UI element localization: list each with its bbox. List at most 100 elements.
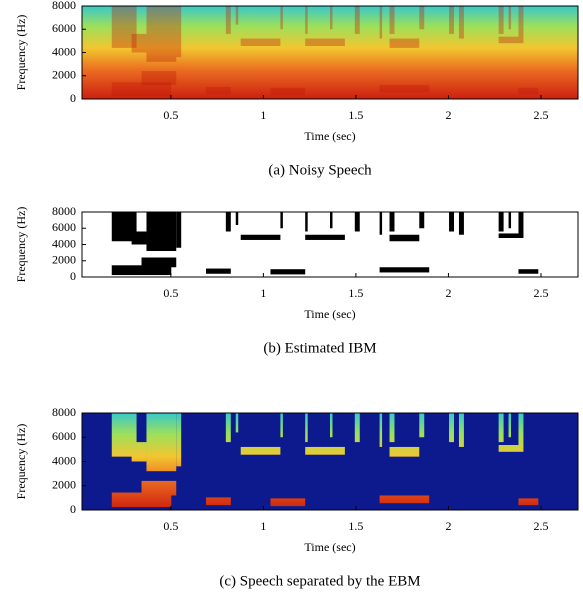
x-tick-label: 1 — [260, 519, 266, 533]
blob — [518, 6, 524, 44]
blob — [389, 413, 395, 443]
blob — [131, 231, 147, 245]
blob — [518, 413, 524, 452]
blob — [240, 446, 281, 455]
blob — [354, 212, 360, 232]
x-tick-label: 1.5 — [348, 108, 363, 122]
x-tick-label: 1.5 — [348, 519, 363, 533]
y-tick-label: 0 — [70, 91, 76, 105]
blob — [280, 413, 283, 438]
blob — [518, 498, 539, 506]
blob — [389, 212, 395, 232]
y-tick-label: 4000 — [52, 236, 76, 250]
blob — [379, 413, 383, 447]
blob — [206, 268, 231, 274]
blob — [354, 413, 360, 443]
blob — [206, 497, 231, 506]
blob — [206, 86, 231, 95]
blob — [508, 212, 512, 229]
blob — [111, 265, 172, 276]
x-tick-label: 1 — [260, 108, 266, 122]
blob — [235, 6, 239, 25]
y-tick-label: 2000 — [52, 68, 76, 82]
y-tick-label: 8000 — [52, 0, 76, 12]
blob — [419, 6, 425, 30]
caption: (c) Speech separated by the EBM — [219, 573, 420, 589]
blob — [305, 234, 345, 240]
y-tick-label: 6000 — [52, 220, 76, 234]
blob — [280, 6, 283, 30]
blob — [498, 6, 504, 34]
blob — [330, 413, 333, 438]
y-tick-label: 2000 — [52, 253, 76, 267]
blob — [270, 498, 306, 507]
y-tick-label: 6000 — [52, 21, 76, 35]
blob — [330, 6, 333, 30]
caption: (b) Estimated IBM — [263, 340, 376, 356]
blob — [458, 212, 464, 235]
blob — [379, 6, 383, 39]
x-axis-label: Time (sec) — [304, 307, 355, 321]
blob — [354, 6, 360, 34]
blob — [389, 446, 420, 457]
blob — [225, 212, 231, 232]
blob — [498, 413, 504, 443]
y-tick-label: 8000 — [52, 204, 76, 218]
blob — [449, 413, 454, 443]
plot-image — [82, 413, 578, 510]
blob — [379, 495, 430, 504]
blob — [498, 233, 519, 238]
x-tick-label: 2.5 — [533, 519, 548, 533]
blob — [419, 413, 425, 438]
blob — [305, 446, 345, 455]
blob — [389, 234, 420, 242]
y-axis-label: Frequency (Hz) — [14, 15, 28, 91]
blob — [141, 257, 177, 268]
blob — [518, 269, 539, 274]
y-tick-label: 4000 — [52, 44, 76, 58]
blob — [379, 267, 430, 273]
blob — [240, 38, 281, 46]
blob — [498, 445, 519, 452]
blob — [508, 6, 512, 30]
x-tick-label: 0.5 — [163, 108, 178, 122]
blob — [305, 212, 308, 232]
blob — [146, 212, 177, 251]
background — [82, 6, 578, 99]
x-tick-label: 2 — [445, 519, 451, 533]
blob — [458, 6, 464, 39]
x-axis-label: Time (sec) — [304, 129, 355, 143]
blob — [449, 212, 454, 232]
caption: (a) Noisy Speech — [268, 162, 372, 178]
y-tick-label: 6000 — [52, 429, 76, 443]
blob — [330, 212, 333, 229]
blob — [379, 85, 430, 93]
blob — [176, 212, 182, 248]
blob — [305, 413, 308, 443]
x-tick-label: 2 — [445, 108, 451, 122]
x-tick-label: 1.5 — [348, 286, 363, 300]
y-tick-label: 4000 — [52, 453, 76, 467]
blob — [518, 87, 539, 95]
y-axis-label: Frequency (Hz) — [14, 424, 28, 500]
blob — [518, 212, 524, 238]
x-tick-label: 1 — [260, 286, 266, 300]
blob — [141, 480, 177, 496]
y-tick-label: 8000 — [52, 405, 76, 419]
blob — [389, 6, 395, 34]
blob — [498, 212, 504, 232]
blob — [225, 6, 231, 34]
y-tick-label: 0 — [70, 269, 76, 283]
blob — [305, 38, 345, 46]
blob — [111, 6, 137, 48]
blob — [449, 6, 454, 34]
x-axis-label: Time (sec) — [304, 540, 355, 554]
blob — [131, 33, 147, 53]
blob — [508, 413, 512, 438]
x-tick-label: 0.5 — [163, 519, 178, 533]
blob — [240, 234, 281, 240]
blob — [111, 492, 172, 508]
blob — [235, 212, 239, 225]
blob — [176, 413, 182, 467]
